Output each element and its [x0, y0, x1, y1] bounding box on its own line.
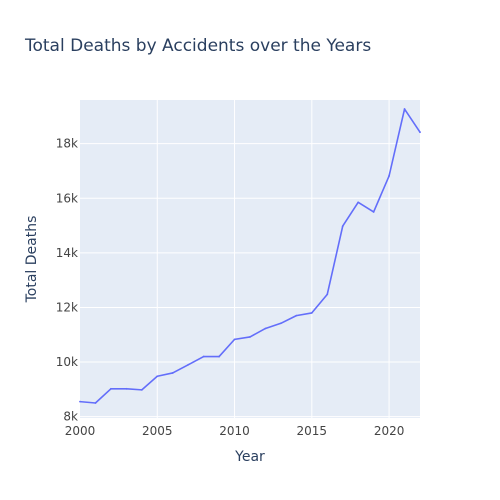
- x-tick-label: 2015: [297, 424, 328, 438]
- data-point: [264, 327, 267, 330]
- data-point: [125, 387, 128, 390]
- y-tick-label: 8k: [63, 410, 78, 424]
- data-point: [388, 174, 390, 177]
- grid-lines: [80, 100, 420, 418]
- y-tick-label: 12k: [56, 300, 78, 314]
- data-point: [110, 387, 112, 390]
- data-point: [171, 372, 174, 374]
- chart-title: Total Deaths by Accidents over the Years: [24, 36, 371, 56]
- data-point: [372, 211, 375, 213]
- data-point: [249, 336, 251, 338]
- data-point: [140, 388, 143, 391]
- x-tick-label: 2005: [142, 424, 173, 438]
- x-axis-label: Year: [234, 449, 265, 465]
- y-tick-label: 16k: [56, 191, 78, 205]
- x-tick-label: 2000: [65, 424, 96, 438]
- y-tick-label: 14k: [56, 246, 78, 260]
- data-point: [202, 355, 205, 358]
- data-point: [79, 400, 81, 403]
- y-tick-label: 10k: [56, 355, 78, 369]
- y-tick-label: 18k: [56, 137, 78, 151]
- data-point: [326, 293, 329, 296]
- y-axis-label: Total Deaths: [24, 216, 40, 304]
- x-tick-label: 2010: [219, 424, 250, 438]
- data-point: [419, 131, 421, 134]
- data-point: [403, 108, 406, 110]
- plot-area: [80, 100, 420, 418]
- data-point: [156, 375, 159, 378]
- axis-ticks: 2000 2005 2010 2015 2020 8k 10k 12k 14k 16k 18k: [56, 137, 405, 438]
- data-point: [218, 355, 220, 358]
- data-point: [295, 314, 298, 317]
- data-point: [357, 201, 360, 204]
- data-point: [187, 363, 190, 366]
- data-series: [79, 108, 421, 404]
- data-point: [280, 322, 282, 325]
- data-point: [341, 225, 344, 228]
- x-tick-label: 2020: [374, 424, 405, 438]
- data-point: [233, 338, 236, 341]
- data-point: [310, 312, 313, 314]
- data-point: [94, 402, 97, 404]
